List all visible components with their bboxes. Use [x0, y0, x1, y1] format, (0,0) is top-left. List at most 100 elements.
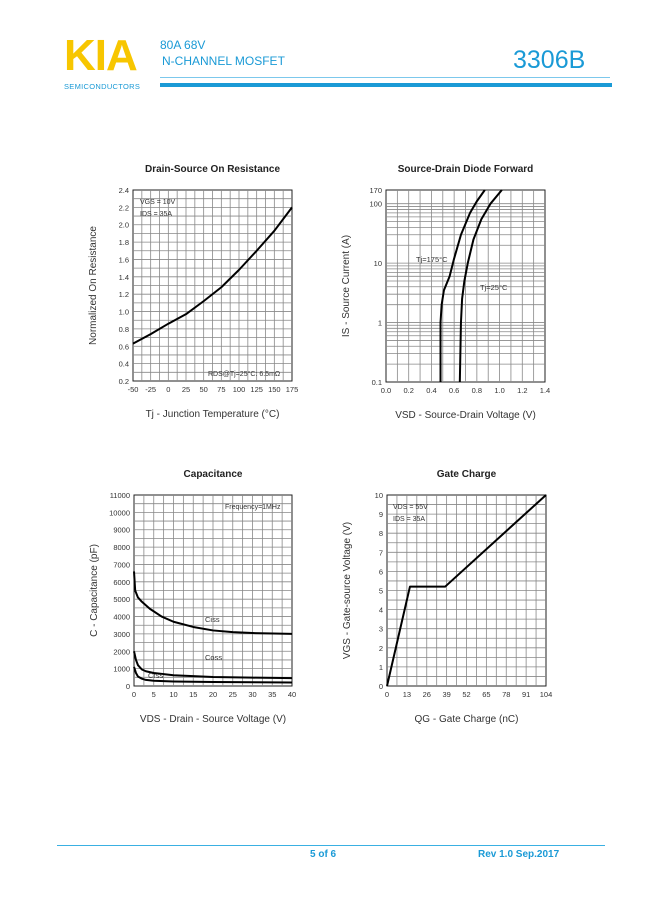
revision: Rev 1.0 Sep.2017 — [478, 849, 560, 860]
logo-subtitle: SEMICONDUCTORS — [64, 82, 141, 91]
y-tick-label: 8 — [379, 529, 383, 538]
x-axis-label: VSD - Source-Drain Voltage (V) — [395, 410, 536, 421]
chart-title: Capacitance — [184, 469, 243, 480]
series-label: Crss — [148, 671, 164, 680]
y-tick-label: 1 — [378, 319, 382, 328]
y-tick-label: 8000 — [113, 543, 130, 552]
x-tick-label: 15 — [189, 690, 197, 699]
x-tick-label: 39 — [442, 690, 450, 699]
series-line — [133, 651, 293, 680]
x-tick-label: -25 — [145, 385, 156, 394]
x-tick-label: 35 — [268, 690, 276, 699]
y-tick-label: 6 — [379, 567, 383, 576]
series-label: Coss — [205, 653, 222, 662]
x-axis-label: QG - Gate Charge (nC) — [415, 714, 519, 725]
x-tick-label: 150 — [268, 385, 281, 394]
x-axis-label: Tj - Junction Temperature (°C) — [146, 409, 280, 420]
y-tick-label: 5 — [379, 587, 383, 596]
y-tick-label: 2.2 — [119, 203, 129, 212]
x-tick-label: 40 — [288, 690, 296, 699]
x-tick-label: 91 — [522, 690, 530, 699]
y-tick-label: 7 — [379, 548, 383, 557]
x-tick-label: 1.4 — [540, 386, 550, 395]
x-tick-label: 1.2 — [517, 386, 527, 395]
y-tick-label: 10 — [375, 491, 383, 500]
device-type: N-CHANNEL MOSFET — [162, 54, 285, 68]
chart-title: Drain-Source On Resistance — [145, 164, 280, 175]
x-tick-label: 25 — [182, 385, 190, 394]
y-axis-label: VGS - Gate-source Voltage (V) — [342, 522, 353, 659]
y-tick-label: 0.1 — [372, 378, 382, 387]
x-tick-label: 0 — [132, 690, 136, 699]
y-tick-label: 0.2 — [119, 377, 129, 386]
x-tick-label: 175 — [286, 385, 299, 394]
series-line — [386, 494, 547, 687]
series-label: Ciss — [205, 615, 220, 624]
y-tick-label: 9 — [379, 510, 383, 519]
x-tick-label: 78 — [502, 690, 510, 699]
series-line — [132, 206, 293, 345]
x-tick-label: 20 — [209, 690, 217, 699]
chart-title: Gate Charge — [437, 469, 497, 480]
x-tick-label: 75 — [217, 385, 225, 394]
series-line — [133, 666, 293, 684]
x-axis-label: VDS - Drain - Source Voltage (V) — [140, 714, 286, 725]
page-number: 5 of 6 — [310, 849, 337, 860]
y-tick-label: 6000 — [113, 578, 130, 587]
y-tick-label: 0.8 — [119, 325, 129, 334]
x-tick-label: 50 — [199, 385, 207, 394]
x-tick-label: 104 — [540, 690, 553, 699]
y-tick-label: 1.2 — [119, 290, 129, 299]
y-tick-label: 1.0 — [119, 308, 129, 317]
part-number: 3306B — [513, 46, 586, 74]
series-line — [439, 189, 486, 382]
x-tick-label: 100 — [233, 385, 246, 394]
y-tick-label: 3000 — [113, 630, 130, 639]
y-tick-label: 5000 — [113, 595, 130, 604]
x-tick-label: 52 — [462, 690, 470, 699]
y-tick-label: 0 — [126, 682, 130, 691]
y-tick-label: 100 — [369, 200, 382, 209]
x-tick-label: 0.6 — [449, 386, 459, 395]
y-tick-label: 170 — [369, 186, 382, 195]
y-tick-label: 2.4 — [119, 186, 129, 195]
series-label: Tj=175°C — [416, 255, 448, 264]
chart-title: Source-Drain Diode Forward — [398, 164, 534, 175]
header-divider-thin — [160, 77, 610, 78]
y-axis-label: Normalized On Resistance — [88, 226, 99, 345]
y-tick-label: 3 — [379, 625, 383, 634]
y-tick-label: 11000 — [110, 491, 130, 500]
chart-annotation: VDS = 55V — [393, 504, 428, 511]
x-tick-label: 1.0 — [494, 386, 504, 395]
footer-divider — [57, 845, 605, 846]
y-tick-label: 0.4 — [119, 360, 129, 369]
y-tick-label: 10000 — [109, 508, 130, 517]
x-tick-label: -50 — [128, 385, 139, 394]
y-axis-label: IS - Source Current (A) — [341, 235, 352, 337]
x-tick-label: 10 — [169, 690, 177, 699]
x-tick-label: 30 — [248, 690, 256, 699]
chart-annotation: RDS@Tj=25°C: 6.5mΩ — [208, 370, 280, 378]
y-tick-label: 0.6 — [119, 342, 129, 351]
y-tick-label: 1.8 — [119, 238, 129, 247]
series-label: Tj=25°C — [480, 283, 508, 292]
chart-annotation: IDS = 35A — [140, 211, 172, 218]
x-tick-label: 0.8 — [472, 386, 482, 395]
y-tick-label: 2 — [379, 644, 383, 653]
y-tick-label: 4000 — [113, 613, 130, 622]
x-tick-label: 0.4 — [426, 386, 436, 395]
y-tick-label: 0 — [379, 682, 383, 691]
y-tick-label: 10 — [374, 259, 382, 268]
x-tick-label: 25 — [229, 690, 237, 699]
y-axis-label: C - Capacitance (pF) — [89, 544, 100, 637]
y-tick-label: 1000 — [113, 665, 130, 674]
y-tick-label: 2.0 — [119, 221, 129, 230]
y-tick-label: 7000 — [113, 560, 130, 569]
series-line — [133, 571, 293, 635]
chart-annotation: IDS = 35A — [393, 516, 425, 523]
x-tick-label: 0.0 — [381, 386, 391, 395]
x-tick-label: 125 — [250, 385, 263, 394]
x-tick-label: 0 — [385, 690, 389, 699]
